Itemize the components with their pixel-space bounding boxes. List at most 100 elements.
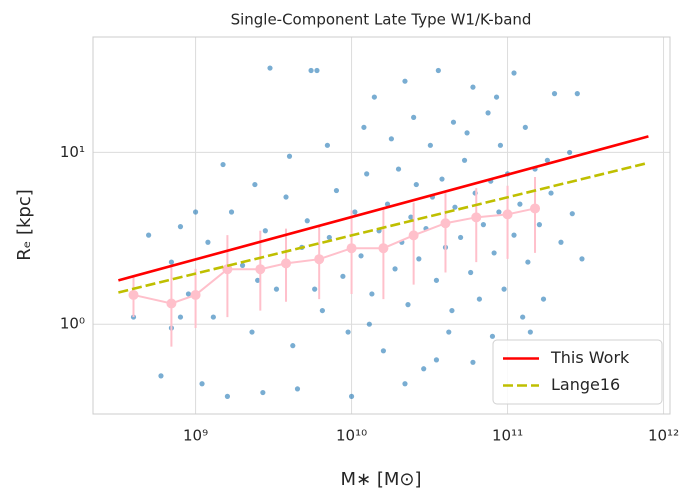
scatter-point [413,181,419,188]
scatter-point [520,314,526,320]
scatter-point [290,343,296,349]
scatter-point [446,329,452,335]
scatter-point [239,262,246,268]
median-point [378,243,389,254]
scatter-point [579,256,585,262]
scatter-point [352,209,358,215]
scatter-point [527,329,533,335]
scatter-point [286,153,293,159]
y-tick-label: 10⁰ [60,315,85,333]
scatter-point [158,373,164,379]
scatter-point [333,187,340,194]
scatter-point [461,157,468,163]
scatter-point [476,296,483,302]
scatter-point [402,78,408,84]
plot-area [118,65,649,399]
legend-label: Lange16 [551,375,620,394]
scatter-point [358,253,364,259]
scatter-point [380,348,387,354]
median-point [530,203,541,214]
scatter-point [371,94,377,100]
median-point [281,258,292,269]
scatter-point [439,176,445,182]
scatter-point [522,124,528,130]
scatter-point [574,91,580,97]
scatter-point [485,110,491,116]
scatter-point [569,211,575,217]
scatter-point [252,181,258,188]
scatter-point [249,329,255,335]
y-tick-label: 10¹ [60,143,85,161]
scatter-point [210,314,216,320]
y-axis-label: Rₑ [kpc] [14,189,35,261]
scatter-point [511,70,517,76]
scatter-point [489,333,496,339]
scatter-point [185,291,192,297]
scatter-point [433,277,440,283]
scatter-point [558,239,564,245]
scatter-point [220,161,226,168]
scatter-point [326,234,332,241]
scatter-point [392,266,398,272]
scatter-point [511,232,517,238]
scatter-point [405,302,411,308]
chart-title: Single-Component Late Type W1/K-band [231,11,532,29]
legend-label: This Work [550,348,630,367]
median-point [222,264,233,275]
x-axis-label: M∗ [M⊙] [341,469,422,490]
scatter-point [319,307,325,314]
median-point [166,298,177,309]
scatter-point [544,157,550,163]
scatter-point [384,201,391,207]
scatter-point [421,366,427,372]
scatter-point [177,314,184,320]
scatter-point [168,259,175,265]
scatter-point [304,218,310,224]
scatter-point [255,277,261,283]
scatter-point [192,209,199,215]
scatter-point [364,171,370,177]
median-line [133,207,536,305]
scatter-point [496,209,502,215]
fit-line [118,135,649,282]
x-tick-label: 10⁹ [183,427,208,445]
scatter-point [273,286,280,292]
scatter-point [177,224,184,230]
legend: This Work Lange16 [492,339,663,405]
scatter-point [228,209,235,215]
scatter-point [146,232,152,238]
median-point [471,212,482,223]
median-point [255,264,266,275]
scatter-point [517,201,523,207]
scatter-point [224,393,231,399]
scatter-point [491,250,497,256]
scatter-point [314,67,320,74]
scatter-point [497,142,504,148]
scatter-point [449,307,455,314]
scatter-point [366,321,372,327]
legend-box [492,339,663,405]
scatter-point [262,228,268,234]
fit-line [118,161,649,294]
scatter-point [267,65,273,71]
scatter-point [435,67,441,74]
scatter-point [388,136,394,142]
scatter-point [457,234,464,241]
median-point [408,230,419,241]
median-point [190,289,201,300]
median-point [502,209,513,220]
x-tick-label: 10¹⁰ [336,427,367,445]
scatter-point [468,269,474,276]
scatter-point [199,381,205,387]
median-point [128,289,139,300]
scatter-point [567,149,573,156]
scatter-point [408,214,414,220]
scatter-point [433,357,440,363]
scatter-point [361,124,367,130]
median-point [440,218,451,229]
scatter-point [464,130,470,136]
scatter-point [411,114,417,120]
scatter-point [312,286,318,292]
scatter-point [395,166,402,172]
